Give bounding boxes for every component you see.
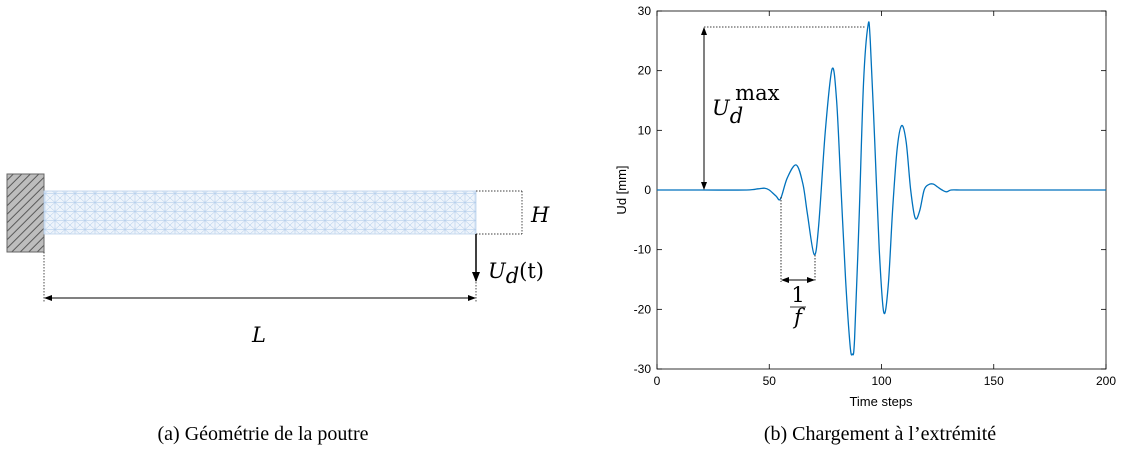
caption-b: (b) Chargement à l’extrémité [763, 423, 997, 445]
x-tick-label: 200 [1096, 374, 1116, 388]
y-tick-label: 0 [644, 183, 651, 197]
y-tick-label: -10 [634, 243, 652, 257]
beam-diagram: H Ud(t) L [6, 173, 550, 347]
series-line [656, 21, 1106, 356]
umax-label: Udmax [712, 81, 780, 128]
x-axis-label: Time steps [849, 394, 913, 409]
beam-mesh [43, 190, 477, 235]
caption-a: (a) Géométrie de la poutre [157, 423, 369, 445]
y-axis-label: Ud [mm] [614, 165, 629, 214]
height-label: H [530, 203, 550, 227]
y-tick-label: 10 [638, 123, 652, 137]
x-tick-label: 50 [763, 374, 777, 388]
load-label: Ud(t) [488, 259, 544, 288]
period-denominator: f [792, 305, 805, 329]
y-tick-label: 30 [638, 4, 652, 18]
y-tick-label: 20 [638, 64, 652, 78]
x-tick-label: 150 [984, 374, 1004, 388]
x-tick-label: 100 [871, 374, 891, 388]
x-tick-label: 0 [654, 374, 661, 388]
y-tick-label: -30 [634, 362, 652, 376]
length-label: L [251, 323, 266, 347]
period-numerator: 1 [791, 283, 804, 307]
wall-support [6, 173, 45, 253]
y-tick-label: -20 [634, 302, 652, 316]
